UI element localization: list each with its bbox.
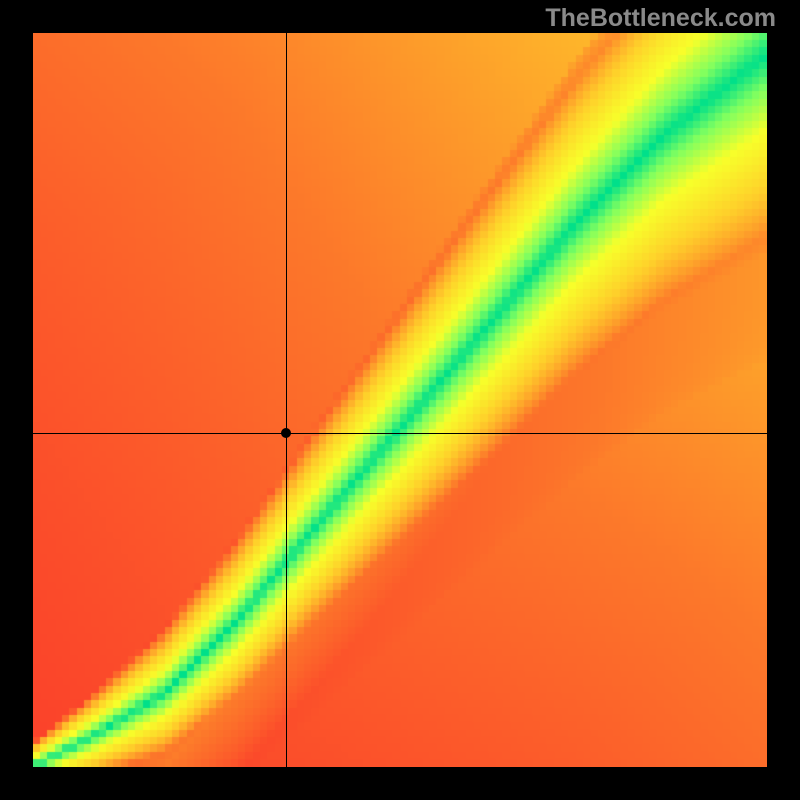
watermark-text: TheBottleneck.com <box>545 4 776 33</box>
crosshair-horizontal <box>33 433 767 434</box>
bottleneck-heatmap <box>33 33 767 767</box>
crosshair-vertical <box>286 33 287 767</box>
